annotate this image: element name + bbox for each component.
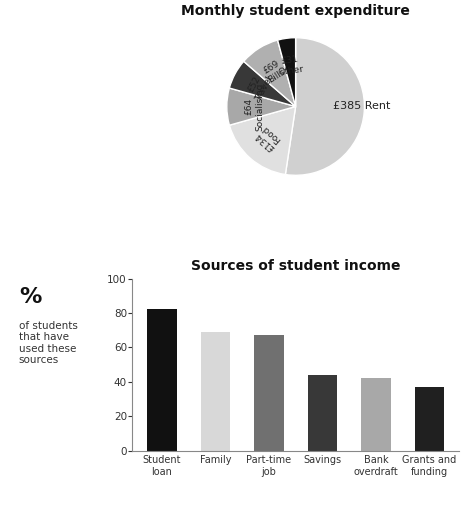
Text: of students
that have
used these
sources: of students that have used these sources: [19, 321, 78, 366]
Bar: [414, 387, 444, 451]
Text: £31
Other: £31 Other: [276, 54, 304, 77]
Wedge shape: [227, 88, 296, 125]
Wedge shape: [285, 38, 364, 175]
Wedge shape: [229, 61, 296, 106]
Bar: [147, 309, 177, 451]
Text: £52
Travel: £52 Travel: [245, 71, 274, 103]
Bar: [307, 375, 337, 451]
Text: £134
Food: £134 Food: [254, 123, 283, 152]
Text: %: %: [19, 287, 41, 307]
Title: Sources of student income: Sources of student income: [191, 259, 400, 273]
Wedge shape: [229, 106, 296, 175]
Text: £385 Rent: £385 Rent: [333, 101, 391, 112]
Bar: [361, 378, 391, 451]
Wedge shape: [278, 38, 296, 106]
Text: £64
Socialising: £64 Socialising: [245, 82, 264, 131]
Wedge shape: [244, 40, 296, 106]
Bar: [201, 332, 230, 451]
Text: £69
Bills: £69 Bills: [261, 58, 287, 84]
Bar: [254, 335, 284, 451]
Title: Monthly student expenditure: Monthly student expenditure: [181, 4, 410, 18]
